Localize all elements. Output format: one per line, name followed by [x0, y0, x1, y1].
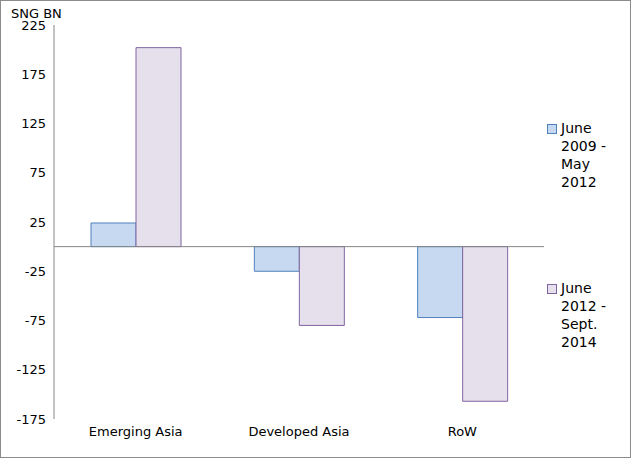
svg-text:-175: -175	[16, 412, 46, 427]
html-text:June 2009 - May 2012: June 2009 - May 2012	[561, 120, 607, 190]
svg-text:-125: -125	[16, 362, 46, 377]
svg-text:125: 125	[21, 116, 46, 131]
svg-text:-25: -25	[25, 264, 46, 279]
svg-text:25: 25	[29, 215, 46, 230]
html-text:June 2012 - Sept. 2014: June 2012 - Sept. 2014	[561, 280, 607, 350]
svg-text:RoW: RoW	[448, 424, 477, 439]
html-text:SNG BN: SNG BN	[11, 6, 62, 21]
svg-text:Developed Asia: Developed Asia	[248, 424, 349, 439]
svg-text:175: 175	[21, 67, 46, 82]
svg-text:75: 75	[29, 165, 46, 180]
svg-text:-75: -75	[25, 313, 46, 328]
svg-text:225: 225	[21, 18, 46, 33]
svg-text:Emerging Asia: Emerging Asia	[89, 424, 183, 439]
